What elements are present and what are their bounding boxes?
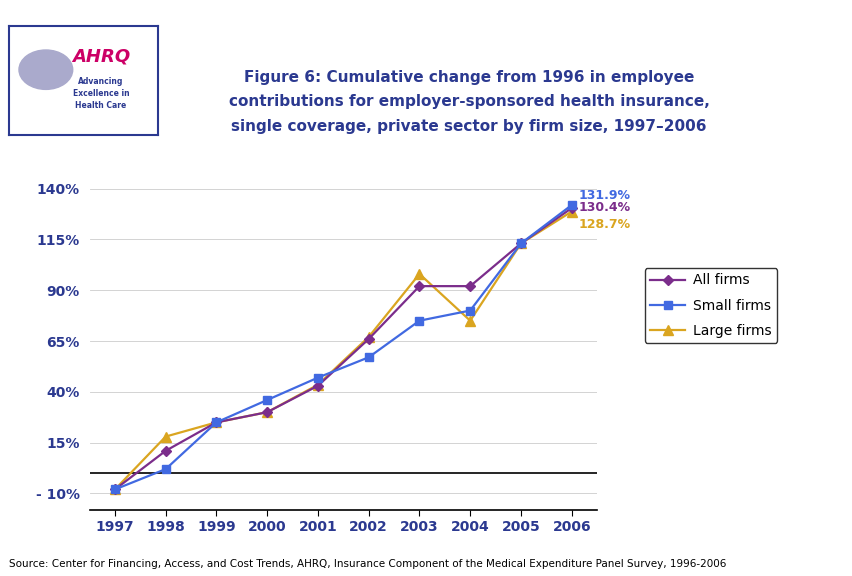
Text: 130.4%: 130.4% — [578, 201, 630, 214]
Legend: All firms, Small firms, Large firms: All firms, Small firms, Large firms — [644, 268, 776, 343]
Text: 128.7%: 128.7% — [578, 218, 630, 231]
Text: contributions for employer-sponsored health insurance,: contributions for employer-sponsored hea… — [228, 94, 709, 109]
Circle shape — [19, 50, 72, 89]
Text: Source: Center for Financing, Access, and Cost Trends, AHRQ, Insurance Component: Source: Center for Financing, Access, an… — [9, 559, 725, 569]
Text: AHRQ: AHRQ — [72, 48, 130, 66]
Text: single coverage, private sector by firm size, 1997–2006: single coverage, private sector by firm … — [231, 119, 706, 134]
Text: 131.9%: 131.9% — [578, 190, 630, 203]
Text: Figure 6: Cumulative change from 1996 in employee: Figure 6: Cumulative change from 1996 in… — [244, 70, 694, 85]
Text: Advancing
Excellence in
Health Care: Advancing Excellence in Health Care — [72, 78, 130, 110]
